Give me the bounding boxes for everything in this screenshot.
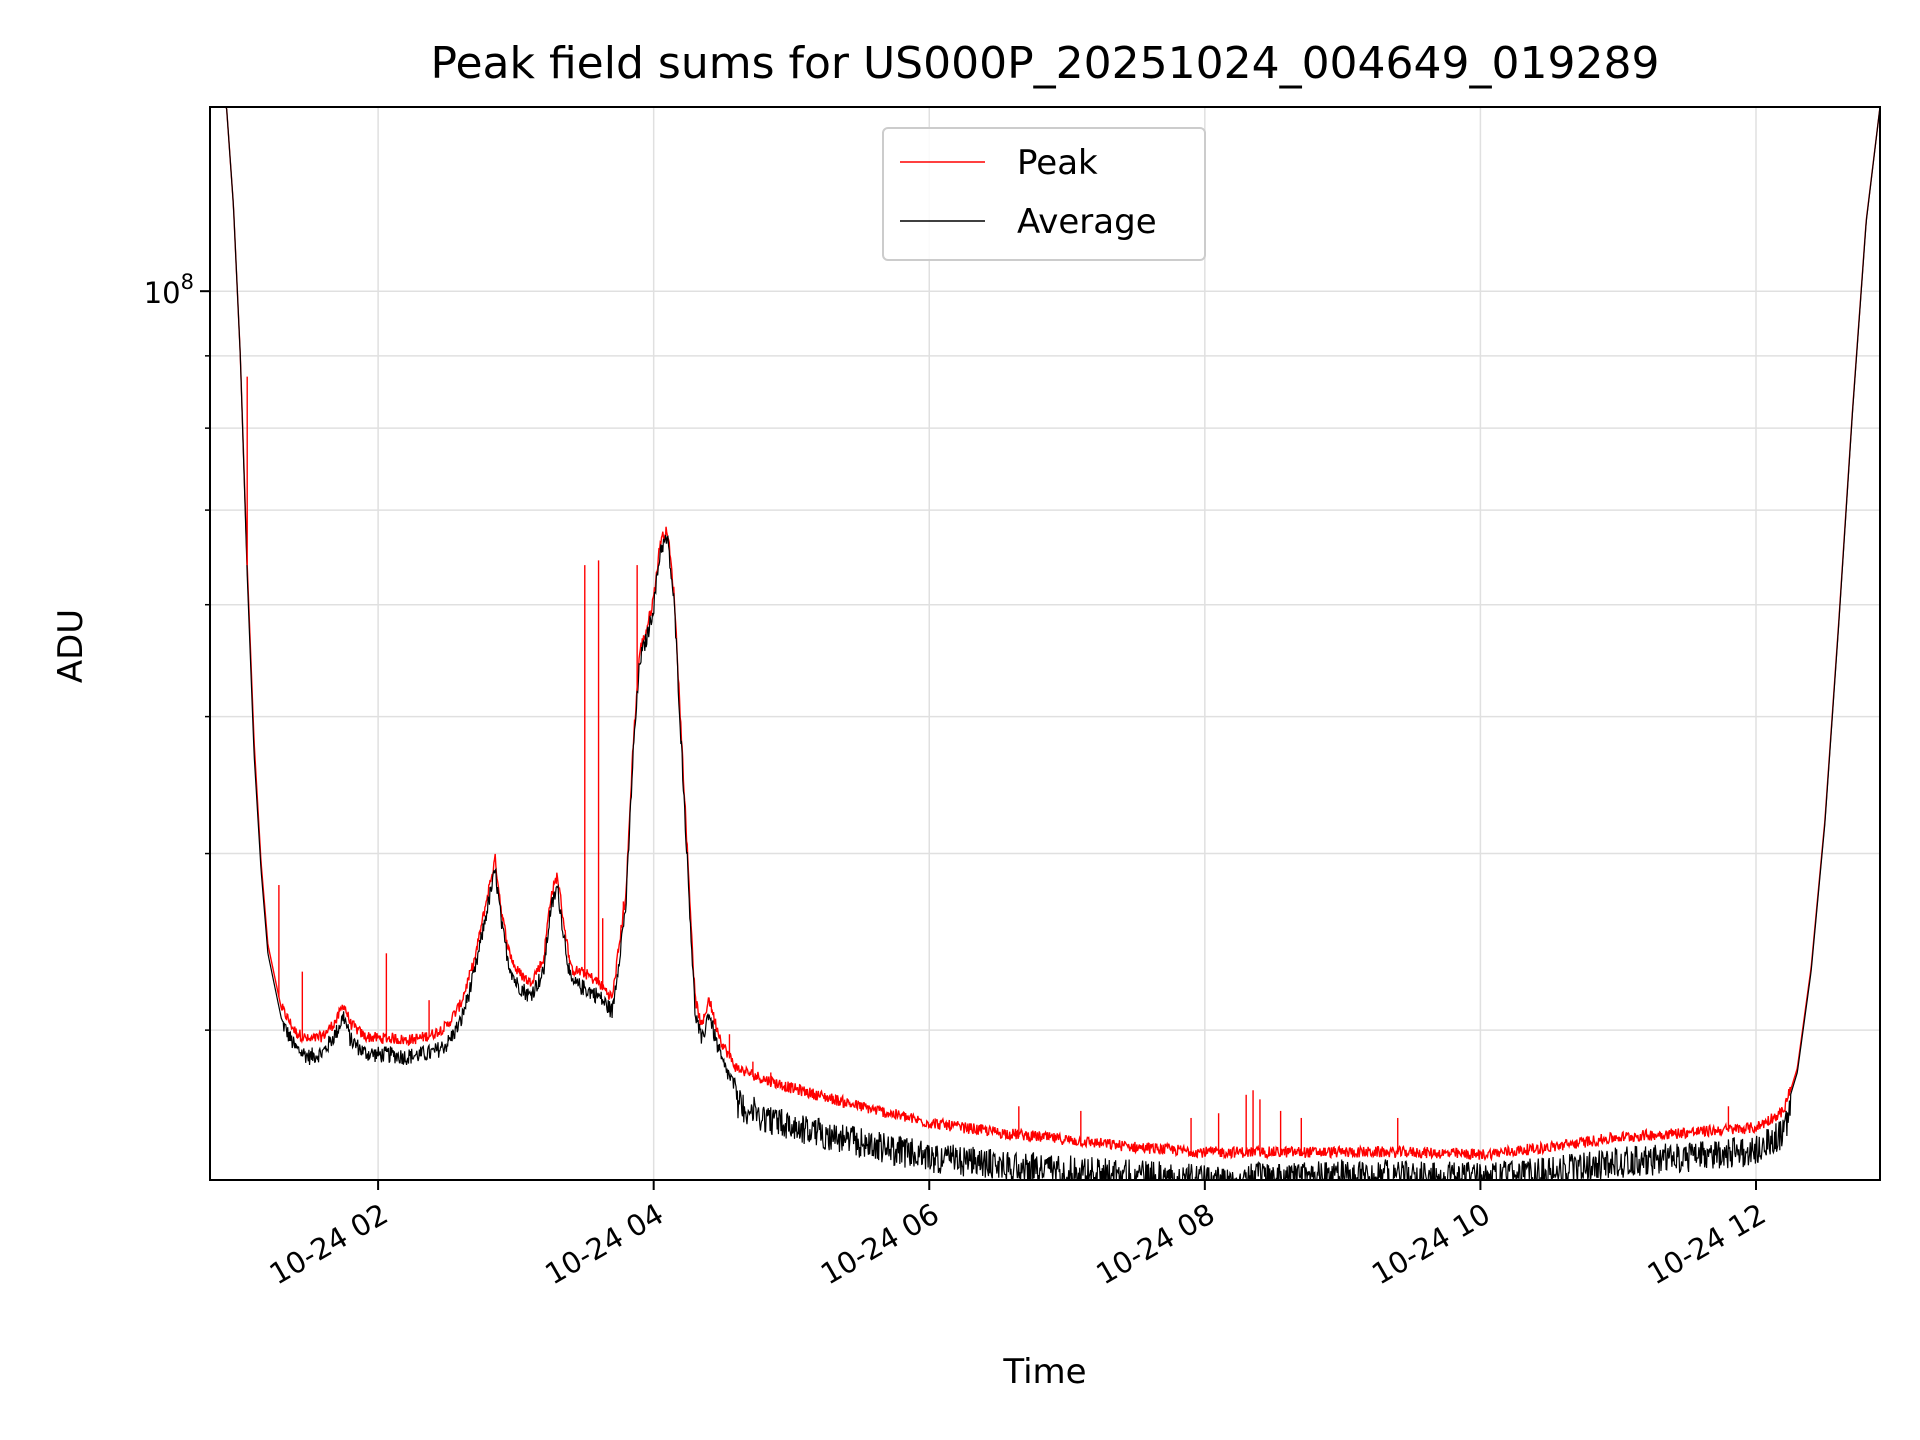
legend: Peak Average: [882, 127, 1206, 261]
legend-box: [882, 127, 1206, 261]
y-tick-exponent: 8: [181, 270, 194, 294]
axes-frame: [209, 106, 1881, 1181]
chart-title: Peak field sums for US000P_20251024_0046…: [431, 38, 1660, 89]
legend-peak-label: Peak: [1017, 143, 1098, 183]
x-axis-label: Time: [1002, 1352, 1086, 1392]
series-peak-line: [210, 107, 1880, 1162]
y-axis-label: ADU: [51, 609, 91, 683]
series-group: [210, 107, 1880, 1180]
y-tick-label: 108: [144, 270, 194, 310]
y-tick-base: 10: [144, 276, 181, 310]
grid: [210, 107, 1880, 1180]
legend-average-label: Average: [1017, 202, 1157, 242]
plot-area: [210, 107, 1880, 1180]
series-average-line: [210, 107, 1880, 1180]
